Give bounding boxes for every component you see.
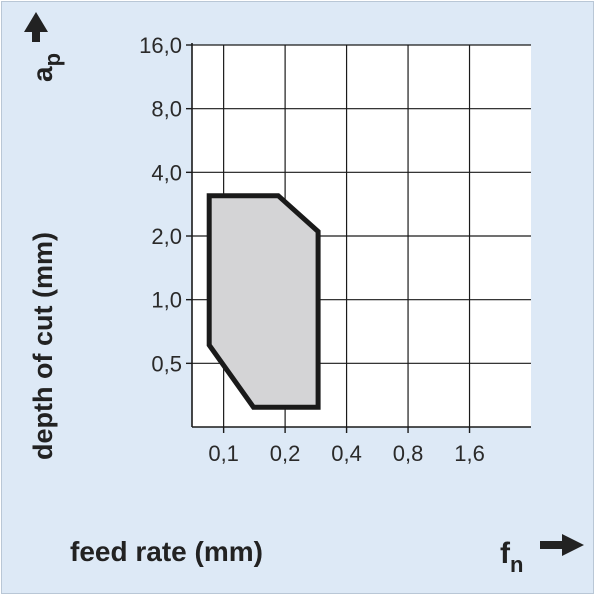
x-axis-symbol: fn bbox=[500, 534, 584, 577]
region-layer bbox=[206, 193, 321, 410]
svg-text:ap: ap bbox=[27, 53, 65, 82]
y-tick-label: 2,0 bbox=[151, 224, 182, 249]
x-axis-label: feed rate (mm) bbox=[70, 536, 263, 567]
x-tick-label: 1,6 bbox=[454, 441, 485, 466]
x-axis-symbol-sub: n bbox=[510, 552, 523, 577]
x-tick-label: 0,4 bbox=[331, 441, 362, 466]
y-tick-label: 8,0 bbox=[151, 97, 182, 122]
x-tick-label: 0,2 bbox=[270, 441, 301, 466]
y-axis-label: depth of cut (mm) bbox=[28, 232, 58, 460]
x-axis-symbol-main: f bbox=[500, 537, 511, 570]
svg-text:fn: fn bbox=[500, 537, 523, 577]
arrow-up-icon bbox=[24, 12, 48, 42]
arrow-right-icon bbox=[540, 534, 584, 556]
y-axis-symbol-sub: p bbox=[40, 53, 65, 66]
tick-labels: 0,5 1,0 2,0 4,0 8,0 16,0 0,1 0,2 0,4 0,8 1,6 bbox=[139, 33, 485, 466]
y-tick-label: 0,5 bbox=[151, 351, 182, 376]
recommended-region bbox=[206, 193, 321, 410]
y-tick-label: 4,0 bbox=[151, 160, 182, 185]
y-tick-label: 1,0 bbox=[151, 288, 182, 313]
x-tick-label: 0,8 bbox=[393, 441, 424, 466]
y-axis-symbol-main: a bbox=[27, 66, 58, 82]
x-tick-label: 0,1 bbox=[208, 441, 239, 466]
y-tick-label: 16,0 bbox=[139, 33, 182, 58]
y-axis-symbol: ap bbox=[24, 12, 65, 82]
